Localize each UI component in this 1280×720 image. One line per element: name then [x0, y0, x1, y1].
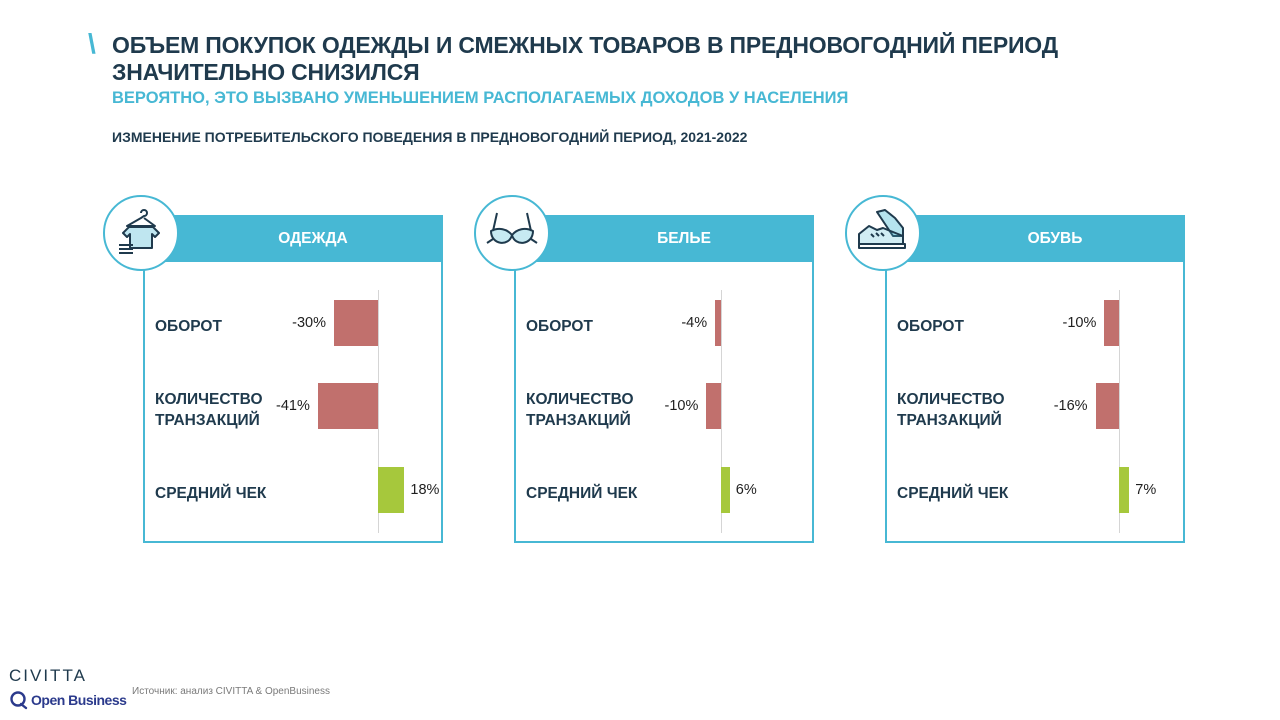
openbusiness-logo-text: Open Business [31, 692, 127, 708]
value-label-clothing-2: -41% [276, 398, 310, 414]
row-label-lingerie-2: КОЛИЧЕСТВО ТРАНЗАКЦИЙ [526, 389, 656, 431]
title-slash: \ [88, 28, 96, 59]
row-label-footwear-1: ОБОРОТ [897, 316, 1027, 337]
value-label-footwear-3: 7% [1135, 482, 1157, 498]
row-label-line: ОБОРОТ [526, 318, 593, 335]
bar-lingerie-2 [706, 383, 721, 429]
row-label-lingerie-3: СРЕДНИЙ ЧЕК [526, 483, 656, 504]
panel-icon-circle-footwear [845, 195, 921, 271]
openbusiness-logo: Open Business [9, 690, 127, 710]
row-label-line: ОБОРОТ [155, 318, 222, 335]
panel-icon-circle-clothing [103, 195, 179, 271]
bar-clothing-2 [317, 383, 378, 429]
row-label-line: ТРАНЗАКЦИЙ [897, 412, 1002, 429]
page-title: ОБЪЕМ ПОКУПОК ОДЕЖДЫ И СМЕЖНЫХ ТОВАРОВ В… [112, 32, 1058, 85]
bar-lingerie-3 [721, 467, 730, 513]
value-label-footwear-2: -16% [1053, 398, 1088, 414]
row-label-clothing-1: ОБОРОТ [155, 316, 285, 337]
row-label-lingerie-1: ОБОРОТ [526, 316, 656, 337]
value-label-lingerie-3: 6% [735, 482, 757, 498]
bar-footwear-3 [1119, 467, 1130, 513]
row-label-line: СРЕДНИЙ ЧЕК [155, 485, 267, 502]
row-label-line: СРЕДНИЙ ЧЕК [526, 485, 638, 502]
row-label-footwear-3: СРЕДНИЙ ЧЕК [897, 483, 1027, 504]
value-label-clothing-3: 18% [410, 482, 440, 498]
panel-header-clothing: ОДЕЖДА [143, 215, 443, 262]
row-label-clothing-3: СРЕДНИЙ ЧЕК [155, 483, 285, 504]
row-label-line: КОЛИЧЕСТВО [526, 391, 634, 408]
chart-title: ИЗМЕНЕНИЕ ПОТРЕБИТЕЛЬСКОГО ПОВЕДЕНИЯ В П… [112, 129, 748, 145]
source-note: Источник: анализ CIVITTA & OpenBusiness [132, 686, 330, 697]
sneaker-icon [855, 206, 911, 261]
panel-clothing: ОДЕЖДА ОБОРОТ -30% КОЛИЧЕСТВО ТРАНЗАКЦИЙ -41%… [143, 215, 443, 543]
bar-lingerie-1 [715, 300, 721, 346]
row-label-line: ТРАНЗАКЦИЙ [526, 412, 631, 429]
panel-header-footwear: ОБУВЬ [885, 215, 1185, 262]
row-label-clothing-2: КОЛИЧЕСТВО ТРАНЗАКЦИЙ [155, 389, 285, 431]
bar-clothing-3 [378, 467, 405, 513]
zero-axis-lingerie [721, 290, 722, 533]
row-label-line: ОБОРОТ [897, 318, 964, 335]
civitta-logo: CIVITTA [9, 666, 87, 685]
bar-footwear-2 [1095, 383, 1119, 429]
bar-footwear-1 [1104, 300, 1119, 346]
row-label-line: КОЛИЧЕСТВО [897, 391, 1005, 408]
bar-clothing-1 [334, 300, 378, 346]
openbusiness-logo-icon [10, 691, 28, 710]
row-label-line: КОЛИЧЕСТВО [155, 391, 263, 408]
value-label-footwear-1: -10% [1062, 315, 1097, 331]
row-label-line: СРЕДНИЙ ЧЕК [897, 485, 1009, 502]
value-label-clothing-1: -30% [292, 315, 326, 331]
page-subtitle: ВЕРОЯТНО, ЭТО ВЫЗВАНО УМЕНЬШЕНИЕМ РАСПОЛ… [112, 89, 849, 107]
value-label-lingerie-2: -10% [664, 398, 699, 414]
panel-lingerie: БЕЛЬЕ ОБОРОТ -4% КОЛИЧЕСТВО ТРАНЗАКЦИЙ -10% СР… [514, 215, 814, 543]
value-label-lingerie-1: -4% [681, 315, 708, 331]
clothes-hanger-icon [115, 205, 167, 262]
panel-header-lingerie: БЕЛЬЕ [514, 215, 814, 262]
panel-icon-circle-lingerie [474, 195, 550, 271]
row-label-footwear-2: КОЛИЧЕСТВО ТРАНЗАКЦИЙ [897, 389, 1027, 431]
bra-icon [485, 209, 539, 258]
panel-footwear: ОБУВЬ ОБОРОТ -10% КОЛИЧЕСТВО ТРАНЗАКЦИЙ -16% С… [885, 215, 1185, 543]
zero-axis-footwear [1119, 290, 1120, 533]
zero-axis-clothing [378, 290, 379, 533]
row-label-line: ТРАНЗАКЦИЙ [155, 412, 260, 429]
